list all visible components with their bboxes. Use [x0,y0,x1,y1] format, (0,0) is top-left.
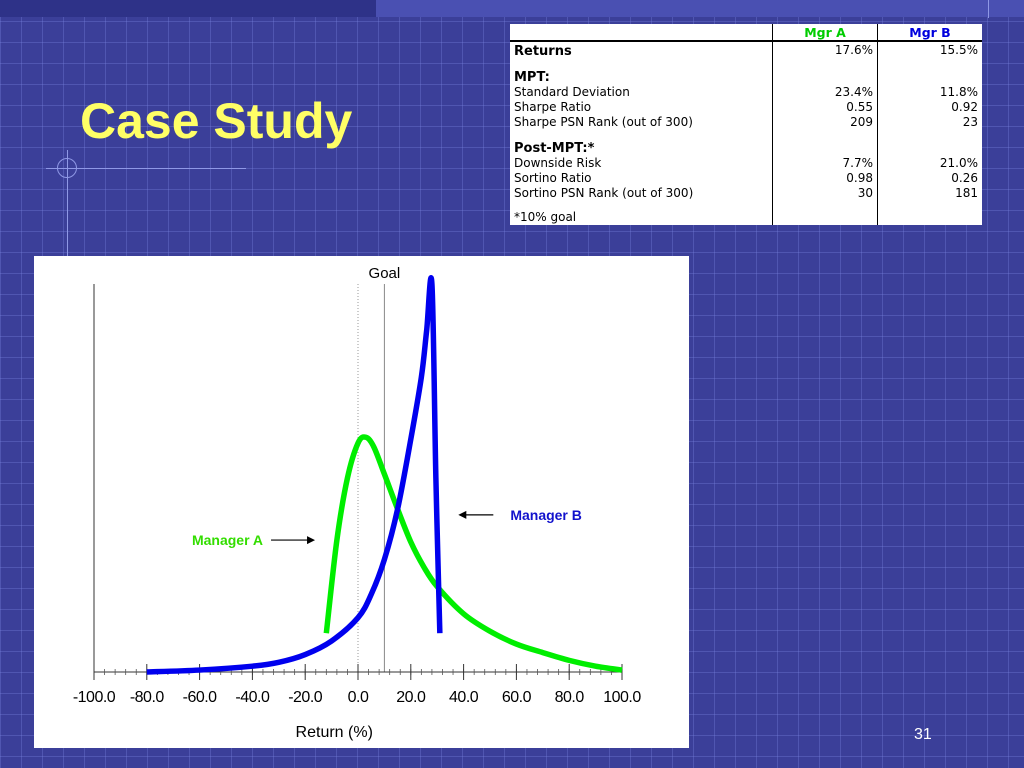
mgr-b-value [877,130,982,139]
annotation-arrowhead-a [307,536,316,545]
decorative-line [988,0,989,18]
decorative-circle [57,158,77,178]
decorative-line [46,168,246,169]
x-tick-label: 40.0 [449,689,479,706]
slide-title: Case Study [80,93,353,149]
mgr-b-value: 0.92 [877,100,982,115]
table-row: Returns 17.6% 15.5% [510,41,982,59]
table-header-label [510,24,773,42]
mgr-a-value: 209 [772,115,878,130]
row-label: Returns [514,44,572,59]
row-label: Sharpe Ratio [514,100,592,114]
mgr-b-value [877,201,982,210]
mgr-a-value: 7.7% [772,156,878,171]
row-label: *10% goal [514,210,577,224]
x-tick-label: 80.0 [555,689,585,706]
row-label: Sharpe PSN Rank (out of 300) [514,115,693,129]
mgr-b-value: 21.0% [877,156,982,171]
mgr-a-value [772,68,878,85]
mgr-a-value [772,139,878,156]
mgr-a-value [772,201,878,210]
mgr-a-value: 30 [772,186,878,201]
mgr-a-value: 17.6% [772,41,878,59]
table-row: MPT: [510,68,982,85]
mgr-b-value [877,68,982,85]
table-spacer-row [510,130,982,139]
row-label: MPT: [514,70,550,85]
mgr-b-value [877,210,982,225]
mgr-b-value: 181 [877,186,982,201]
row-label: Post-MPT:* [514,141,595,156]
table-spacer-row [510,59,982,68]
series-line-manager-a [323,434,623,673]
table-row: Downside Risk 7.7% 21.0% [510,156,982,171]
row-label: Downside Risk [514,156,602,170]
table-body: Returns 17.6% 15.5% MPT: Standard Deviation 2… [510,41,982,225]
table-row: Standard Deviation 23.4% 11.8% [510,85,982,100]
annotation-manager-b: Manager B [510,507,582,523]
x-tick-label: -60.0 [183,689,218,706]
row-label: Sortino PSN Rank (out of 300) [514,186,694,200]
mgr-a-value: 23.4% [772,85,878,100]
table-header-row: Mgr A Mgr B [510,24,982,42]
table-row: Sortino PSN Rank (out of 300) 30 181 [510,186,982,201]
table-row: Sharpe PSN Rank (out of 300) 209 23 [510,115,982,130]
comparison-table: Mgr A Mgr B Returns 17.6% 15.5% MPT: Standar… [510,24,982,225]
table-row: *10% goal [510,210,982,225]
x-tick-label: 100.0 [603,689,641,706]
table-spacer-row [510,201,982,210]
mgr-a-value [772,210,878,225]
row-label: Standard Deviation [514,85,630,99]
row-label: Sortino Ratio [514,171,592,185]
x-tick-label: -40.0 [235,689,270,706]
x-tick-label: 60.0 [502,689,532,706]
row-label [510,59,773,68]
table-row: Sharpe Ratio 0.55 0.92 [510,100,982,115]
annotation-manager-a: Manager A [192,532,263,548]
mgr-b-value: 0.26 [877,171,982,186]
x-tick-label: -20.0 [288,689,323,706]
mgr-a-value: 0.98 [772,171,878,186]
mgr-a-value [772,130,878,139]
row-label [510,130,773,139]
mgr-a-value: 0.55 [772,100,878,115]
table-header-mgr-b: Mgr B [877,24,982,42]
table-row: Sortino Ratio 0.98 0.26 [510,171,982,186]
annotation-arrowhead-b [458,510,467,519]
chart-panel: Goal -100.0 -80.0 -60.0 -40.0 -20.0 0.0 20.0 40.… [34,256,689,748]
goal-label: Goal [369,265,401,282]
series-line-manager-b [146,275,443,675]
x-tick-label: -80.0 [130,689,165,706]
mgr-a-value [772,59,878,68]
decorative-line [67,150,68,260]
x-tick-label: 20.0 [396,689,426,706]
x-axis-label: Return (%) [296,724,373,741]
mgr-b-value: 15.5% [877,41,982,59]
x-tick-label: -100.0 [73,689,116,706]
page-number: 31 [914,726,932,743]
mgr-b-value: 23 [877,115,982,130]
return-distribution-chart: Goal -100.0 -80.0 -60.0 -40.0 -20.0 0.0 20.0 40.… [73,265,642,741]
mgr-b-value [877,59,982,68]
x-tick-label: 0.0 [348,689,369,706]
mgr-b-value [877,139,982,156]
top-band-accent [376,0,1024,17]
table-row: Post-MPT:* [510,139,982,156]
row-label [510,201,773,210]
mgr-b-value: 11.8% [877,85,982,100]
table-header-mgr-a: Mgr A [772,24,878,42]
